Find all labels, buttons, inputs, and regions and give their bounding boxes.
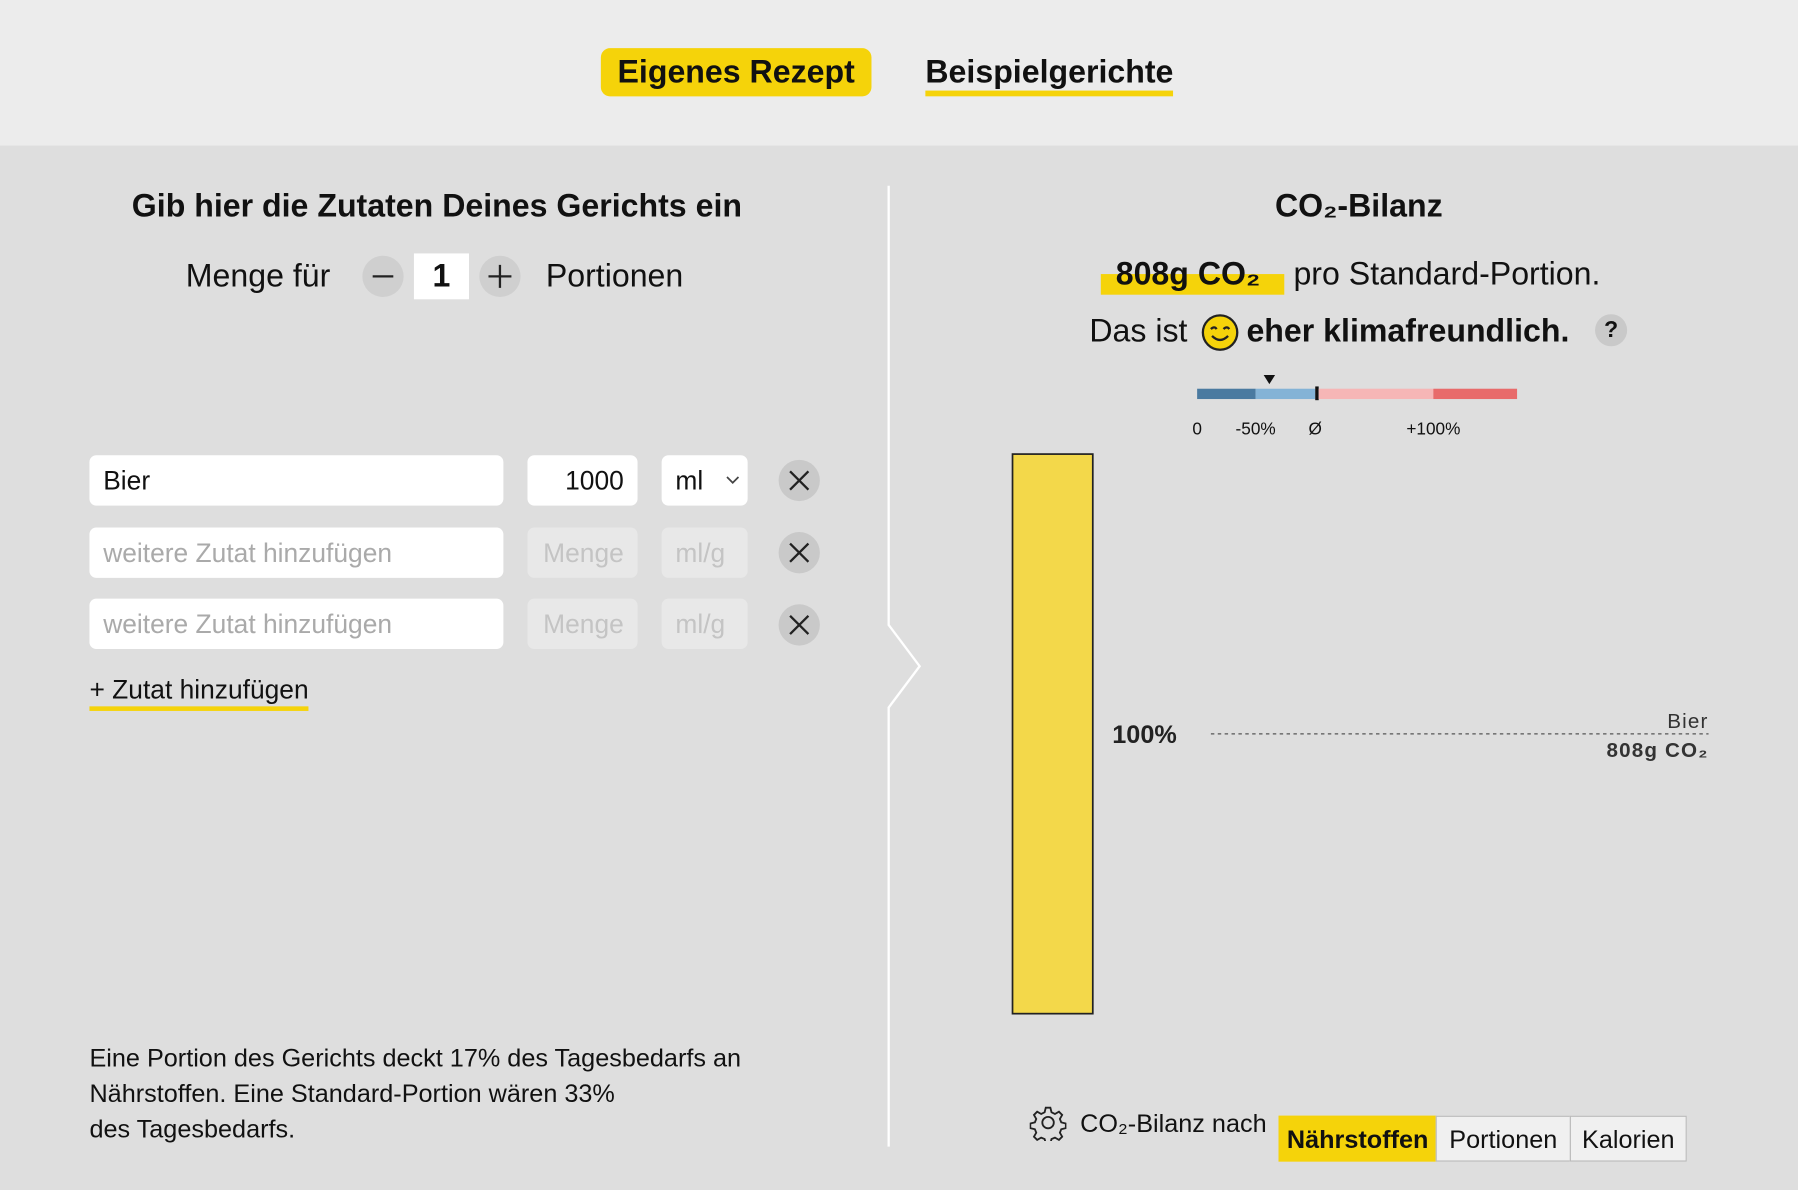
stack-segment	[1011, 453, 1094, 1015]
portions-input[interactable]: 1	[413, 253, 469, 300]
view-option[interactable]: Kalorien	[1569, 1115, 1687, 1162]
ingredient-placeholder[interactable]: weitere Zutat hinzufügen	[89, 527, 504, 578]
remove-button[interactable]	[778, 604, 820, 646]
note: Eine Portion des Gerichts deckt 17% des …	[89, 1040, 741, 1147]
tab[interactable]: Beispielgerichte	[925, 48, 1174, 97]
view-option[interactable]: Portionen	[1435, 1115, 1571, 1162]
view-option-active[interactable]: Nährstoffen	[1278, 1115, 1437, 1162]
scale-label: Ø	[1308, 419, 1322, 440]
rating: eher klimafreundlich.	[1246, 313, 1570, 349]
add-ingredient-link[interactable]: + Zutat hinzufügen	[89, 672, 309, 711]
scale-label: -50%	[1235, 419, 1276, 440]
segment-co2: 808g CO₂	[1607, 739, 1709, 762]
ingredient-unit[interactable]: ml	[661, 455, 748, 506]
left-title: Gib hier die Zutaten Deines Gerichts ein	[131, 188, 742, 224]
portions-label: Menge für	[185, 258, 331, 294]
right-title: CO₂-Bilanz	[1274, 188, 1443, 224]
unit-placeholder: ml/g	[661, 527, 748, 578]
view-label: CO₂-Bilanz nach	[1080, 1108, 1267, 1138]
note-line: Nährstoffen. Eine Standard-Portion wären…	[89, 1079, 615, 1108]
rating-prefix: Das ist	[1089, 313, 1188, 349]
note-line: Eine Portion des Gerichts deckt 17% des …	[89, 1043, 742, 1073]
unit-text: ml	[675, 465, 704, 496]
remove-button[interactable]	[778, 459, 820, 502]
gear-icon[interactable]	[1029, 1104, 1067, 1141]
header-bar	[0, 0, 1798, 146]
plus-button[interactable]	[479, 255, 521, 297]
co2-amount: 808g CO₂	[1115, 255, 1261, 292]
rating-scale	[1197, 374, 1518, 401]
divider	[887, 185, 922, 1147]
unit-placeholder: ml/g	[661, 598, 748, 650]
co2-suffix: pro Standard-Portion.	[1293, 255, 1601, 292]
minus-button[interactable]	[362, 255, 404, 297]
ingredient-placeholder[interactable]: weitere Zutat hinzufügen	[89, 598, 504, 650]
amount-placeholder: Menge	[527, 527, 638, 578]
smiley	[1201, 314, 1239, 351]
scale-label: +100%	[1406, 419, 1461, 440]
amount-placeholder: Menge	[527, 598, 638, 650]
highlight	[1100, 274, 1285, 295]
note-line: des Tagesbedarfs.	[89, 1114, 296, 1144]
help-button[interactable]: ?	[1595, 314, 1628, 347]
segment-name: Bier	[1667, 710, 1708, 733]
co2-chart: 100% Bier 808g CO₂	[1011, 453, 1709, 1015]
ingredient-amount[interactable]: 1000	[527, 455, 638, 506]
portions-unit: Portionen	[545, 258, 684, 294]
share-label: 100%	[1112, 721, 1177, 749]
tab-active[interactable]: Eigenes Rezept	[600, 48, 872, 97]
ingredient-name[interactable]: Bier	[89, 455, 504, 506]
remove-button[interactable]	[778, 532, 820, 574]
scale-label: 0	[1192, 419, 1202, 440]
